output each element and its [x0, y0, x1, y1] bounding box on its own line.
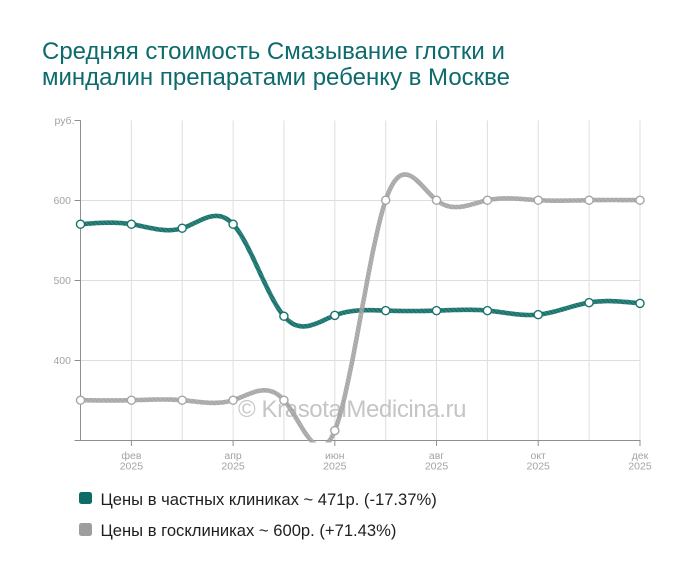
- svg-text:500: 500: [53, 275, 71, 287]
- svg-text:июн: июн: [325, 450, 345, 462]
- svg-text:2025: 2025: [425, 461, 449, 473]
- svg-text:2025: 2025: [221, 461, 245, 473]
- svg-text:2025: 2025: [527, 461, 551, 473]
- svg-text:руб.: руб.: [54, 115, 74, 127]
- svg-text:2025: 2025: [120, 461, 144, 473]
- svg-text:окт: окт: [531, 450, 547, 462]
- svg-text:2025: 2025: [628, 461, 652, 473]
- svg-text:авг: авг: [429, 450, 444, 462]
- svg-text:600: 600: [53, 195, 71, 207]
- svg-text:2025: 2025: [323, 461, 347, 473]
- svg-text:апр: апр: [224, 450, 242, 462]
- svg-text:400: 400: [53, 355, 71, 367]
- svg-text:© KrasotaiMedicina.ru: © KrasotaiMedicina.ru: [238, 396, 466, 423]
- svg-text:дек: дек: [632, 450, 649, 462]
- svg-text:фев: фев: [121, 450, 141, 462]
